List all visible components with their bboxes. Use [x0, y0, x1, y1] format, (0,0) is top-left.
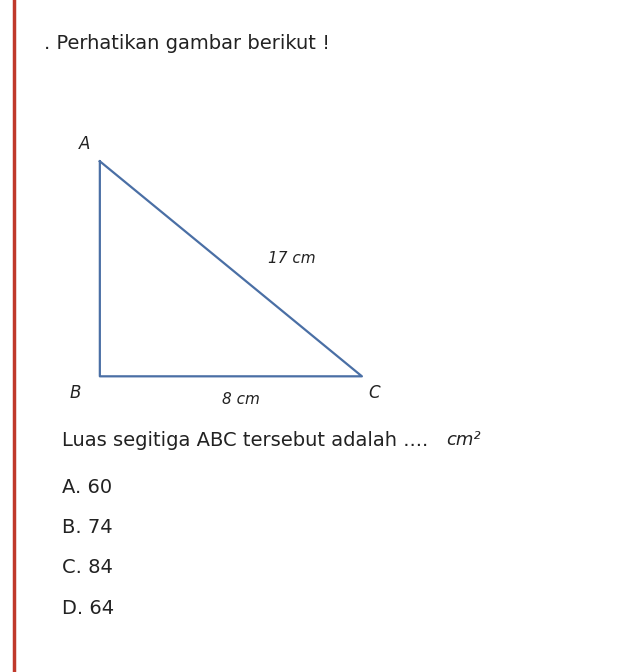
Text: D. 64: D. 64 — [62, 599, 115, 618]
Text: Luas segitiga ABC tersebut adalah ....: Luas segitiga ABC tersebut adalah .... — [62, 431, 435, 450]
Text: . Perhatikan gambar berikut !: . Perhatikan gambar berikut ! — [44, 34, 329, 53]
Text: A: A — [79, 136, 90, 153]
Text: A. 60: A. 60 — [62, 478, 112, 497]
Text: B. 74: B. 74 — [62, 518, 113, 537]
Text: C: C — [369, 384, 380, 402]
Text: 17 cm: 17 cm — [268, 251, 316, 266]
Text: C. 84: C. 84 — [62, 558, 114, 577]
Text: B: B — [69, 384, 80, 402]
Text: cm²: cm² — [446, 431, 480, 449]
Text: 8 cm: 8 cm — [222, 392, 260, 407]
